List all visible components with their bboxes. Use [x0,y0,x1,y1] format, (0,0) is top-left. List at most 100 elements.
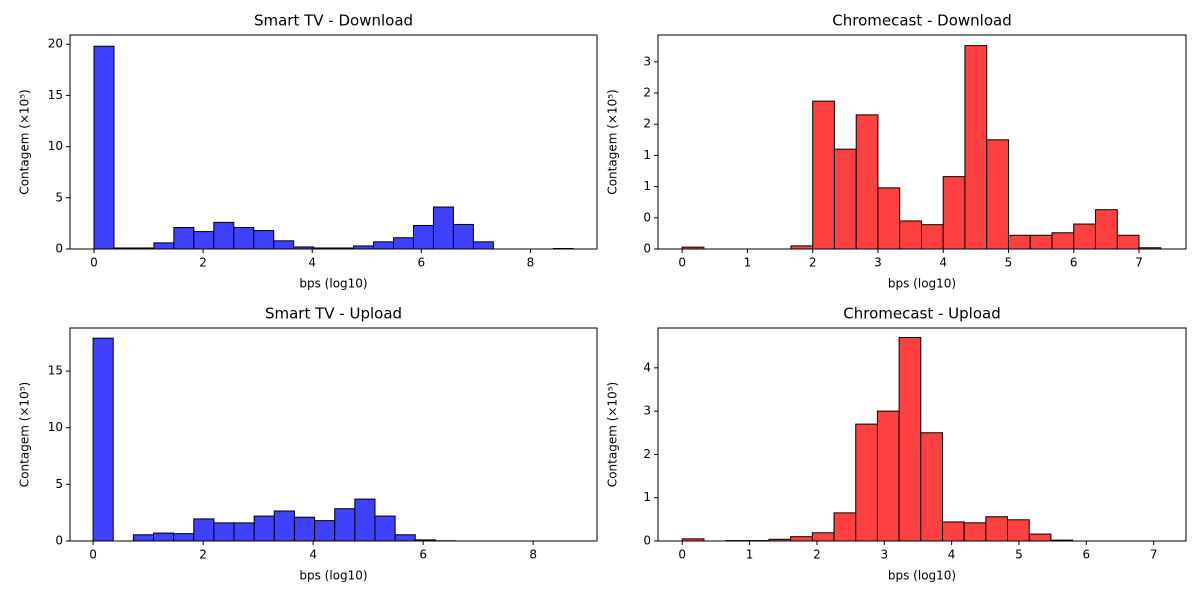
y-tick-label: 0 [643,242,651,256]
bar [899,220,922,250]
x-tick-label: 1 [746,548,754,562]
bar [153,532,175,542]
bar [193,231,215,250]
bar [964,45,988,250]
bar [833,148,857,250]
bar [394,534,416,542]
bar [963,522,987,542]
bar [1051,232,1075,250]
x-tick-label: 3 [874,256,882,270]
bar [898,337,922,542]
bar [213,522,235,542]
bar [920,432,943,542]
bar [273,240,295,250]
x-tick-label: 4 [308,256,316,270]
x-tick-label: 2 [813,548,821,562]
bar [92,337,114,542]
bar [233,522,255,542]
y-tick-label: 4 [643,360,651,374]
x-tick-label: 8 [529,548,537,562]
y-tick-label: 10 [48,139,63,153]
x-tick-label: 0 [678,256,686,270]
bar [432,206,454,250]
bar [132,534,155,542]
x-tick-label: 4 [939,256,947,270]
chart-title: Chromecast - Upload [843,305,1000,323]
bar [193,518,215,542]
x-tick-label: 2 [199,548,207,562]
bar [1007,519,1030,542]
bar [1116,234,1140,250]
bar [1094,209,1118,250]
bar [812,100,835,250]
bar [233,226,255,250]
bar [173,533,195,542]
plot-frame [69,34,598,250]
x-tick-label: 1 [744,256,752,270]
x-tick-label: 0 [90,256,98,270]
x-tick-label: 6 [418,256,426,270]
x-tick-label: 8 [527,256,535,270]
bar [1029,234,1053,250]
y-tick-label: 15 [48,88,63,102]
x-axis-label: bps (log10) [888,277,956,291]
bar [393,237,414,250]
y-tick-label: 0 [643,534,651,548]
x-tick-label: 5 [1005,256,1013,270]
x-tick-label: 3 [880,548,888,562]
y-tick-label: 3 [643,404,651,418]
bar [790,536,813,542]
x-tick-label: 6 [1070,256,1078,270]
x-tick-label: 2 [809,256,817,270]
bar [1007,234,1031,250]
bar [153,242,175,250]
bar [855,114,879,250]
bar [985,516,1009,542]
bar [986,139,1009,250]
x-axis-label: bps (log10) [888,569,956,583]
x-tick-label: 4 [948,548,956,562]
bar [452,223,474,250]
y-tick-label: 1 [643,148,651,162]
y-axis-label: Contagem (×10⁵) [18,382,32,487]
y-tick-label: 20 [48,37,63,51]
bar [942,176,966,250]
y-tick-label: 2 [643,447,651,461]
x-axis-label: bps (log10) [299,277,367,291]
y-tick-label: 1 [643,179,651,193]
y-tick-label: 10 [48,420,63,434]
x-tick-label: 7 [1135,256,1143,270]
y-tick-label: 3 [643,54,651,68]
x-tick-label: 6 [419,548,427,562]
bar [833,512,857,542]
bar [93,45,115,250]
x-tick-label: 2 [199,256,207,270]
bar [412,224,434,250]
bar [374,515,396,542]
x-tick-label: 0 [678,548,686,562]
x-tick-label: 6 [1083,548,1091,562]
chart-title: Smart TV - Download [254,12,413,30]
bar [213,221,235,250]
bar [1028,533,1052,542]
y-tick-label: 1 [643,490,651,504]
bar [373,241,395,250]
y-tick-label: 0 [643,210,651,224]
x-tick-label: 5 [1015,548,1023,562]
bar [811,532,835,542]
bar [253,515,275,542]
bar [855,423,878,542]
chart-title: Chromecast - Download [832,12,1011,30]
bar [273,510,295,542]
x-tick-label: 7 [1150,548,1158,562]
bar [877,187,901,250]
bar [472,241,494,250]
bar [354,498,376,542]
bar [253,230,275,250]
bar [1073,223,1096,250]
y-tick-label: 15 [48,364,63,378]
plot-frame [657,327,1187,542]
y-tick-label: 0 [55,242,63,256]
x-tick-label: 4 [309,548,317,562]
bar [876,410,900,542]
